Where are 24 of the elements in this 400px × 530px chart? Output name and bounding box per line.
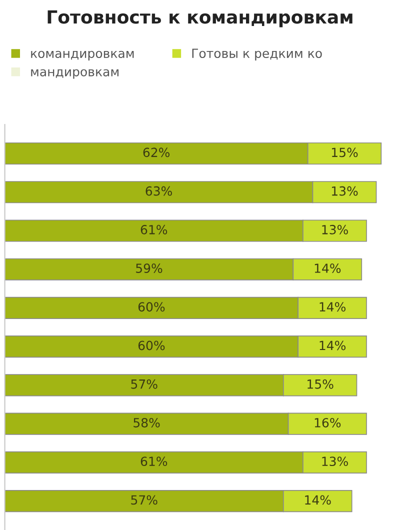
data-label: 57%	[131, 379, 158, 389]
data-label: 60%	[138, 302, 165, 312]
legend-label: Готовы к редким ко	[192, 48, 322, 60]
legend-label: командировкам	[31, 50, 134, 60]
data-label: 13%	[322, 224, 348, 234]
data-label: 15%	[308, 379, 334, 389]
data-label: 16%	[314, 418, 341, 428]
chart-title: Готовность к командировкам	[48, 10, 352, 28]
data-label: 62%	[143, 148, 170, 158]
data-label: 57%	[131, 495, 158, 505]
data-label: 13%	[322, 456, 348, 466]
data-label: 13%	[332, 186, 358, 196]
data-label: 14%	[320, 302, 346, 312]
data-label: 59%	[136, 264, 162, 273]
data-label: 14%	[305, 495, 331, 505]
data-label: 61%	[140, 224, 168, 234]
legend-label: мандировкам	[31, 69, 118, 79]
data-label: 63%	[146, 186, 172, 196]
data-label: 58%	[134, 418, 160, 428]
data-label: 14%	[314, 264, 341, 273]
data-label: 61%	[140, 456, 168, 466]
data-label: 15%	[332, 148, 358, 158]
data-label: 14%	[320, 340, 346, 350]
data-label: 60%	[138, 340, 165, 350]
